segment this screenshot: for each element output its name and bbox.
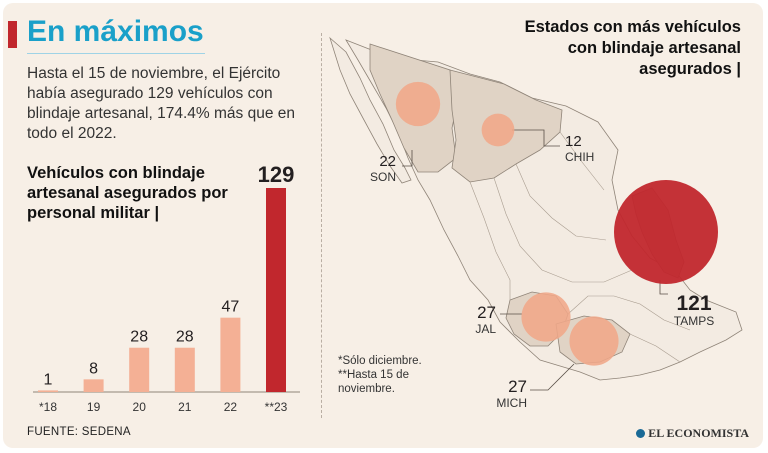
bubble-leader-line	[402, 150, 413, 167]
inner-border-3	[493, 177, 633, 283]
page-title: En máximos	[27, 15, 204, 48]
title-accent-bar	[8, 21, 17, 48]
x-tick-label: **23	[265, 400, 288, 414]
bar-4	[220, 317, 241, 392]
inner-border-1	[559, 131, 605, 191]
footnote-2: **Hasta 15 de noviembre.	[338, 369, 409, 395]
brand-dot-icon	[636, 429, 646, 438]
x-tick-label: 22	[224, 400, 238, 414]
bubble-state-label: CHIH	[565, 150, 594, 164]
bar-1	[83, 379, 104, 392]
bar-value-label: 28	[176, 329, 194, 346]
bubble-value-label: 27	[508, 377, 527, 396]
bubble-mich	[569, 316, 619, 366]
map-title: Estados con más vehículos con blindaje a…	[524, 18, 741, 78]
inner-border-2	[515, 163, 607, 241]
bubble-leader-line	[530, 363, 575, 391]
bar-5	[266, 188, 286, 392]
bubble-chih	[481, 113, 515, 147]
brand-name: EL ECONOMISTA	[648, 426, 749, 440]
bar-value-label: 47	[222, 299, 240, 316]
chart-subtitle: Vehículos con blindaje artesanal asegura…	[27, 164, 228, 222]
bar-value-label: 1	[44, 371, 53, 388]
bar-group: 1 *18 8 19 28 20 28 21 47 22 129 **23	[38, 162, 294, 414]
bubble-son	[395, 81, 441, 127]
state-borders	[469, 131, 691, 363]
brand-logo: EL ECONOMISTA	[636, 426, 749, 441]
bar-0	[38, 390, 58, 392]
bubble-value-label: 27	[477, 303, 496, 322]
x-tick-label: *18	[39, 400, 57, 414]
bubble-value-label: 22	[379, 153, 396, 170]
bubble-value-label: 121	[676, 292, 711, 315]
bar-3	[174, 347, 195, 392]
bar-value-label: 28	[130, 329, 148, 346]
x-tick-label: 21	[178, 400, 192, 414]
title-underline	[27, 53, 205, 54]
bubble-tamps	[614, 180, 718, 284]
bubble-state-label: MICH	[496, 396, 527, 410]
intro-text: Hasta el 15 de noviembre, el Ejército ha…	[27, 65, 295, 142]
bubble-state-label: TAMPS	[674, 314, 714, 328]
bar-value-label: 129	[258, 162, 295, 187]
section-divider	[321, 33, 322, 418]
source-label: FUENTE: SEDENA	[27, 426, 131, 438]
x-tick-label: 20	[133, 400, 147, 414]
bar-value-label: 8	[89, 360, 98, 377]
footnote: *Sólo diciembre. **Hasta 15 de noviembre…	[338, 354, 433, 396]
bar-2	[129, 347, 150, 392]
inner-border-4	[469, 181, 511, 300]
bubble-jal	[521, 292, 571, 342]
inner-border-5	[567, 295, 691, 331]
bubble-leader-line	[659, 280, 668, 295]
bubble-value-label: 12	[565, 133, 582, 150]
bubble-leader-line	[512, 129, 560, 147]
inner-border-6	[629, 333, 681, 363]
footnote-1: *Sólo diciembre.	[338, 355, 422, 367]
bubble-state-label: JAL	[475, 322, 496, 336]
x-tick-label: 19	[87, 400, 101, 414]
bubble-state-label: SON	[370, 170, 396, 184]
map-baja-peninsula	[329, 36, 412, 184]
